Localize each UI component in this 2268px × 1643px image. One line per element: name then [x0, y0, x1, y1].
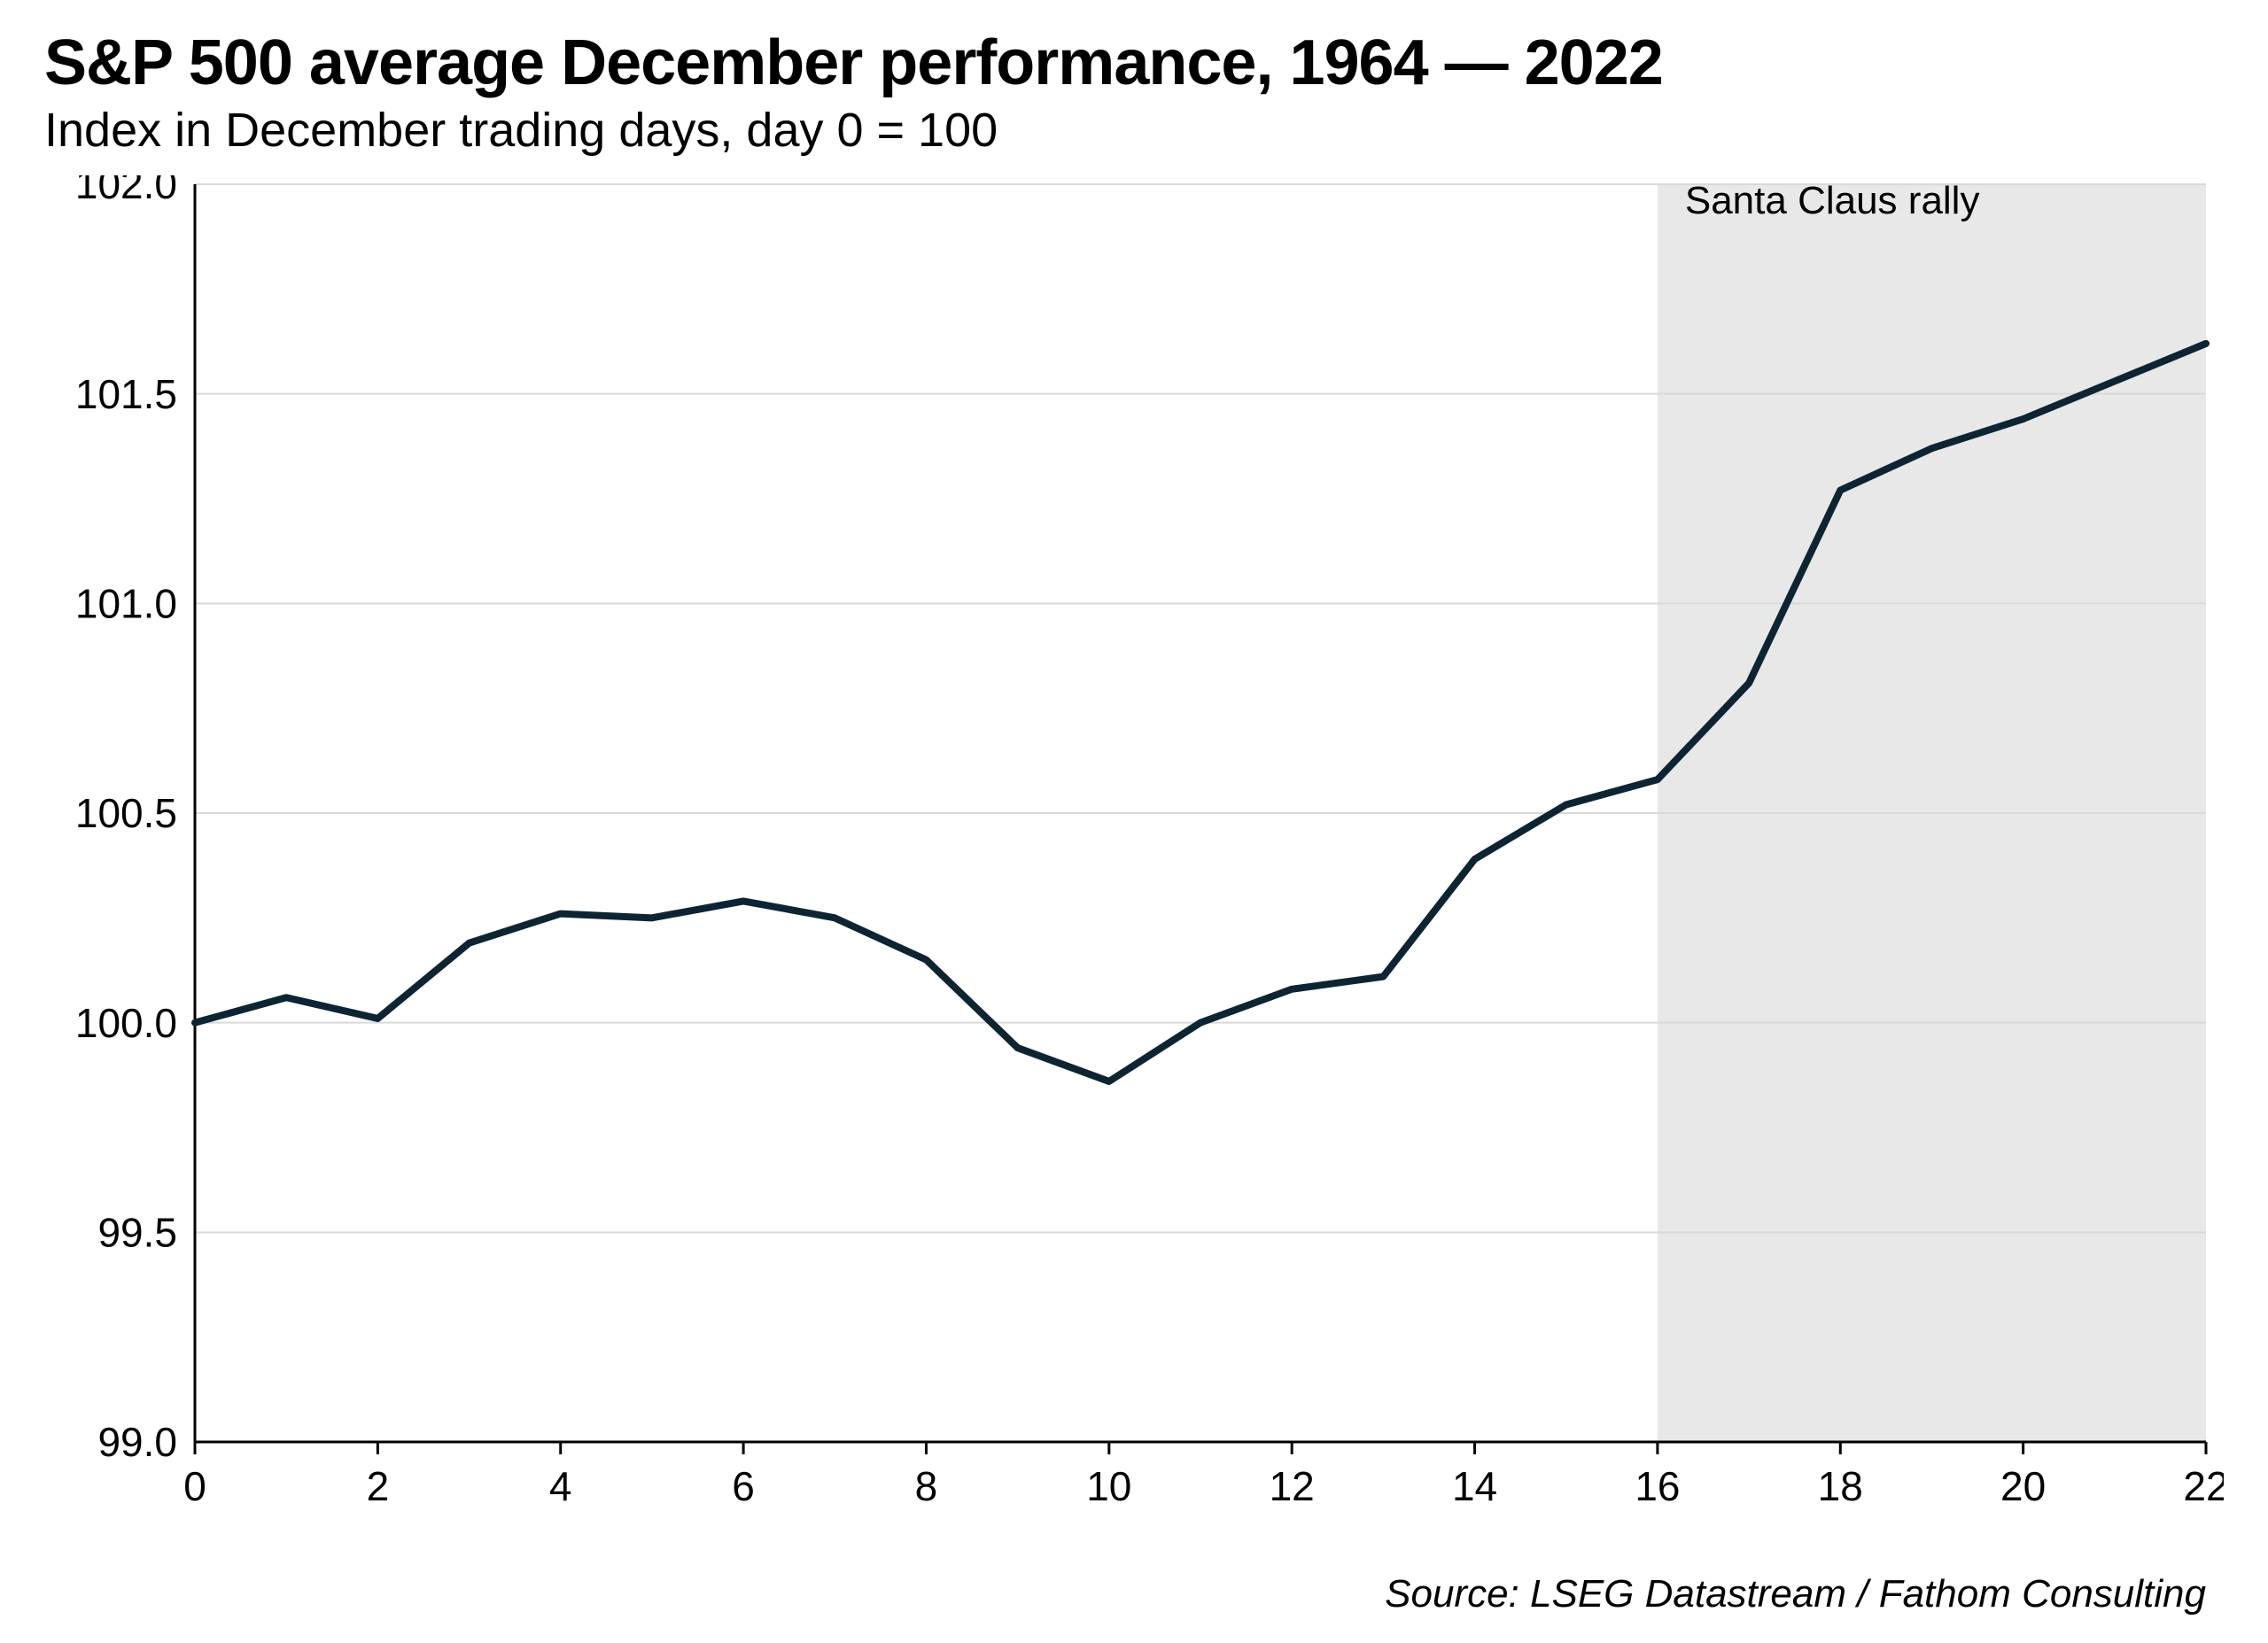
svg-text:99.0: 99.0	[97, 1419, 177, 1465]
svg-text:101.0: 101.0	[75, 580, 177, 626]
svg-text:100.0: 100.0	[75, 1000, 177, 1046]
chart-source: Source: LSEG Datastream / Fathom Consult…	[1385, 1572, 2206, 1616]
chart-plot-area: 0 2 4 6 8 10 12 14 16 18 20 22 99.0 99.5 100.0 100.5 101…	[44, 175, 2224, 1522]
svg-text:22: 22	[2183, 1463, 2224, 1509]
line-chart-svg: 0 2 4 6 8 10 12 14 16 18 20 22 99.0 99.5 100.0 100.5 101…	[44, 175, 2224, 1522]
svg-text:6: 6	[732, 1463, 755, 1509]
chart-subtitle: Index in December trading days, day 0 = …	[44, 103, 2224, 158]
svg-text:18: 18	[1818, 1463, 1863, 1509]
svg-text:8: 8	[915, 1463, 938, 1509]
svg-text:20: 20	[2000, 1463, 2046, 1509]
svg-text:14: 14	[1452, 1463, 1497, 1509]
chart-title: S&P 500 average December performance, 19…	[44, 27, 2224, 99]
chart-container: S&P 500 average December performance, 19…	[0, 0, 2268, 1643]
svg-text:10: 10	[1086, 1463, 1131, 1509]
svg-text:Santa Claus rally: Santa Claus rally	[1685, 179, 1980, 222]
svg-text:0: 0	[183, 1463, 206, 1509]
svg-text:102.0: 102.0	[75, 175, 177, 207]
svg-text:16: 16	[1635, 1463, 1680, 1509]
svg-text:2: 2	[367, 1463, 390, 1509]
svg-text:101.5: 101.5	[75, 371, 177, 417]
svg-text:12: 12	[1270, 1463, 1315, 1509]
svg-text:4: 4	[549, 1463, 572, 1509]
svg-text:100.5: 100.5	[75, 790, 177, 836]
svg-text:99.5: 99.5	[97, 1209, 177, 1255]
